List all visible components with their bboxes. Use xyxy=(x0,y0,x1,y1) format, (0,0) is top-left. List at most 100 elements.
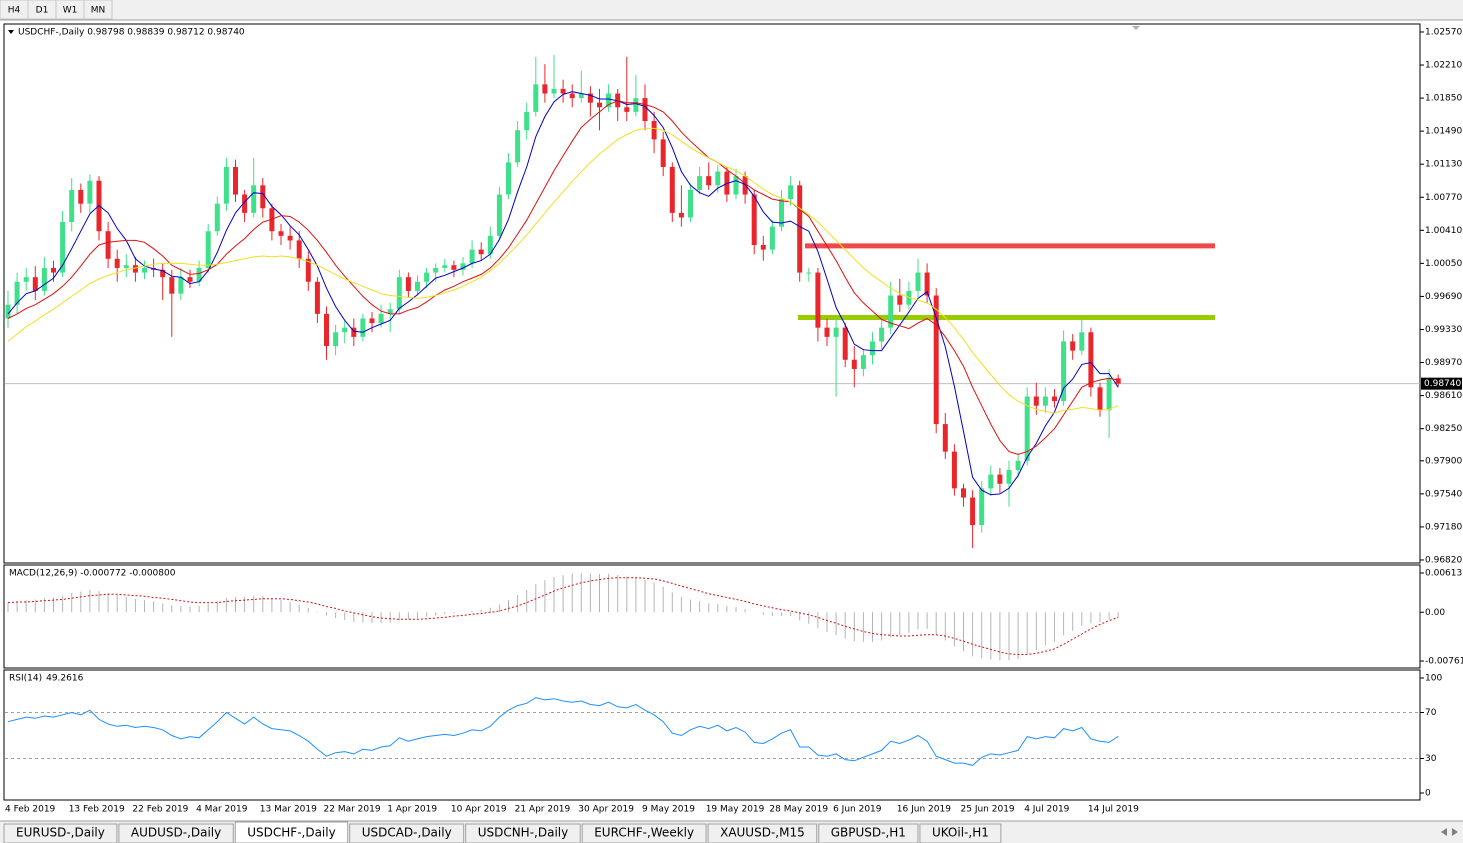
symbol-tab-label[interactable]: AUDUSD-,Daily xyxy=(131,826,221,840)
candle-body xyxy=(915,272,921,291)
timeframe-button[interactable]: W1 xyxy=(55,0,85,20)
symbol-tab-bg[interactable] xyxy=(349,823,465,843)
y-tick-label: 1.00050 xyxy=(1425,259,1462,269)
candle-body xyxy=(997,474,1003,484)
candle-body xyxy=(851,359,857,369)
y-tick-label: 0.00 xyxy=(1425,608,1445,618)
timeframe-button[interactable]: MN xyxy=(83,0,113,20)
candle-body xyxy=(360,318,366,337)
timeframe-label[interactable]: W1 xyxy=(63,6,78,16)
x-tick-label: 22 Mar 2019 xyxy=(324,805,381,815)
candle-body xyxy=(879,327,885,342)
symbol-tab[interactable]: UKOil-,H1 xyxy=(919,823,1002,843)
candle-body xyxy=(697,176,703,190)
symbol-tab-bg[interactable] xyxy=(118,823,234,843)
candle-body xyxy=(60,222,66,273)
symbol-tab-bg[interactable] xyxy=(465,823,581,843)
symbol-tab[interactable]: EURUSD-,Daily xyxy=(3,823,118,843)
y-tick-label: 0.98610 xyxy=(1425,391,1462,401)
candle-body xyxy=(506,162,511,195)
candle-body xyxy=(1033,396,1039,406)
candle-body xyxy=(933,295,939,425)
moving-average xyxy=(7,127,1119,414)
symbol-tab[interactable]: XAUUSD-,M15 xyxy=(707,823,818,843)
symbol-tab-bg[interactable] xyxy=(3,823,118,843)
candle-body xyxy=(860,355,866,369)
candle-body xyxy=(560,88,566,94)
rsi-line xyxy=(7,697,1119,766)
symbol-tab-bg[interactable] xyxy=(707,823,818,843)
x-tick-label: 13 Feb 2019 xyxy=(69,805,125,815)
symbol-tab[interactable]: EURCHF-,Weekly xyxy=(581,823,707,843)
symbol-tab-label[interactable]: EURCHF-,Weekly xyxy=(594,826,694,840)
timeframe-label[interactable]: H4 xyxy=(8,6,21,16)
symbol-tab-label[interactable]: USDCHF-,Daily xyxy=(247,826,335,840)
candle-body xyxy=(979,488,985,526)
candle-body xyxy=(78,189,84,204)
timeframe-label[interactable]: D1 xyxy=(36,6,49,16)
symbol-tab-bg[interactable] xyxy=(818,823,919,843)
symbol-tab-label[interactable]: GBPUSD-,H1 xyxy=(831,826,906,840)
symbol-tab-bg[interactable] xyxy=(234,821,349,843)
candle-body xyxy=(105,231,111,259)
symbol-tab-label[interactable]: USDCAD-,Daily xyxy=(362,826,452,840)
candle-body xyxy=(551,88,557,94)
candle-body xyxy=(870,341,875,356)
symbol-tab[interactable]: GBPUSD-,H1 xyxy=(818,823,919,843)
y-tick-label: 0.97540 xyxy=(1425,489,1462,499)
y-tick-label: 100 xyxy=(1425,674,1442,684)
symbol-tab[interactable]: USDCAD-,Daily xyxy=(349,823,465,843)
candle-body xyxy=(651,121,657,140)
symbol-tab-label[interactable]: EURUSD-,Daily xyxy=(16,826,105,840)
y-tick-label: 1.00770 xyxy=(1425,193,1462,203)
scroll-left[interactable] xyxy=(1441,828,1447,836)
candle-body xyxy=(14,281,20,305)
candle-body xyxy=(51,267,56,273)
y-tick-label: 0.99330 xyxy=(1425,325,1462,335)
candle-body xyxy=(87,180,93,204)
candle-body xyxy=(305,258,311,282)
y-tick-label: 70 xyxy=(1425,708,1437,718)
symbol-tab[interactable]: USDCHF-,Daily xyxy=(234,821,349,843)
shift-marker xyxy=(1132,26,1140,30)
timeframe-button[interactable]: D1 xyxy=(27,0,57,20)
candle-body xyxy=(132,265,138,273)
timeframe-label[interactable]: MN xyxy=(91,6,106,16)
candle-body xyxy=(333,332,339,347)
candle-body xyxy=(23,277,29,282)
y-tick-label: 0.99690 xyxy=(1425,292,1462,302)
symbol-tab-label[interactable]: XAUUSD-,M15 xyxy=(720,826,805,840)
moving-average xyxy=(7,100,1119,455)
y-tick-label: 0.97900 xyxy=(1425,456,1462,466)
y-tick-label: -0.007612 xyxy=(1425,657,1463,667)
candle-body xyxy=(442,265,448,268)
candle-body xyxy=(815,272,821,328)
symbol-tab-label[interactable]: UKOil-,H1 xyxy=(932,826,989,840)
x-tick-label: 4 Jul 2019 xyxy=(1024,805,1069,815)
timeframe-button-bg[interactable] xyxy=(83,0,113,20)
y-tick-label: 1.01490 xyxy=(1425,127,1462,137)
candle-body xyxy=(970,497,976,526)
symbol-tab-bg[interactable] xyxy=(919,823,1002,843)
candle-body xyxy=(324,313,329,347)
x-tick-label: 10 Apr 2019 xyxy=(451,805,507,815)
symbol-tab[interactable]: AUDUSD-,Daily xyxy=(118,823,234,843)
candle-body xyxy=(524,111,530,131)
candle-body xyxy=(451,265,457,270)
candle-body xyxy=(405,277,411,291)
symbol-tab[interactable]: USDCNH-,Daily xyxy=(465,823,581,843)
candle-body xyxy=(760,245,766,250)
timeframe-button[interactable]: H4 xyxy=(0,0,29,20)
candle-body xyxy=(742,176,748,195)
candle-body xyxy=(788,185,794,200)
scroll-right[interactable] xyxy=(1452,828,1458,836)
candle-body xyxy=(1061,341,1067,402)
candle-body xyxy=(1015,460,1021,470)
current-price-box xyxy=(1421,377,1462,390)
candle-body xyxy=(715,171,721,186)
candle-body xyxy=(988,474,994,489)
y-tick-label: 1.00410 xyxy=(1425,226,1462,236)
symbol-tab-bg[interactable] xyxy=(581,823,707,843)
candle-body xyxy=(842,327,848,360)
symbol-tab-label[interactable]: USDCNH-,Daily xyxy=(478,826,569,840)
